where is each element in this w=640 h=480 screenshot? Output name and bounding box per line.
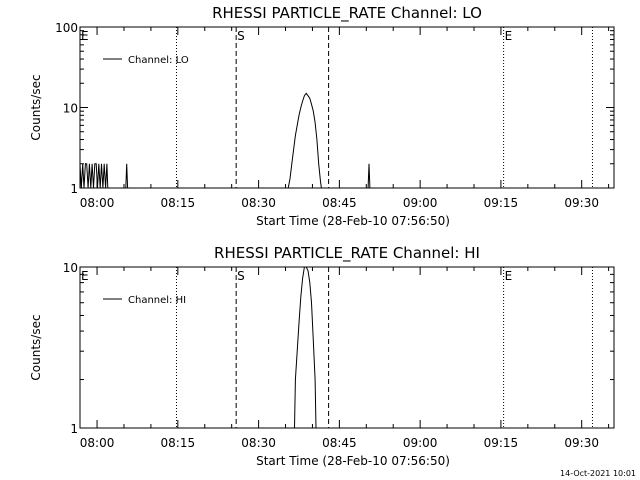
legend-entry: Channel: HI (128, 295, 186, 306)
y-tick-label: 10 (63, 261, 78, 275)
x-tick-label: 08:30 (241, 436, 276, 450)
event-marker-label: E (81, 29, 89, 43)
panel-lo: RHESSI PARTICLE_RATE Channel: LO Counts/s… (29, 4, 615, 228)
plot-frame (79, 266, 615, 429)
panel-hi: RHESSI PARTICLE_RATE Channel: HI Counts/s… (29, 244, 615, 468)
x-tick-label: 09:15 (484, 196, 519, 210)
footer-timestamp: 14-Oct-2021 10:01 (560, 469, 636, 478)
plot-frame (79, 26, 615, 189)
chart-title: RHESSI PARTICLE_RATE Channel: HI (214, 244, 480, 263)
x-tick-label: 08:45 (322, 436, 357, 450)
y-tick-label: 1 (70, 422, 78, 436)
x-tick-label: 08:00 (80, 196, 115, 210)
x-tick-label: 08:00 (80, 436, 115, 450)
x-tick-label: 08:15 (161, 196, 196, 210)
x-tick-label: 09:30 (564, 436, 599, 450)
x-tick-label: 09:15 (484, 436, 519, 450)
series-line (80, 92, 371, 188)
x-tick-label: 08:30 (241, 196, 276, 210)
event-marker-label: E (505, 29, 513, 43)
x-tick-label: 09:00 (403, 436, 438, 450)
x-tick-label: 08:45 (322, 196, 357, 210)
x-axis-label: Start Time (28-Feb-10 07:56:50) (256, 454, 450, 468)
y-axis-label: Counts/sec (29, 314, 43, 380)
event-marker-label: S (237, 269, 245, 283)
y-axis-label: Counts/sec (29, 74, 43, 140)
event-marker-label: E (81, 269, 89, 283)
event-marker-label: S (237, 29, 245, 43)
x-axis-label: Start Time (28-Feb-10 07:56:50) (256, 214, 450, 228)
y-tick-label: 10 (63, 102, 78, 116)
legend-entry: Channel: LO (128, 55, 189, 66)
chart-title: RHESSI PARTICLE_RATE Channel: LO (212, 4, 482, 23)
series-line (294, 267, 317, 428)
y-tick-label: 100 (55, 21, 78, 35)
y-tick-label: 1 (70, 182, 78, 196)
x-tick-label: 09:30 (564, 196, 599, 210)
x-tick-label: 08:15 (161, 436, 196, 450)
event-marker-label: E (505, 269, 513, 283)
x-tick-label: 09:00 (403, 196, 438, 210)
